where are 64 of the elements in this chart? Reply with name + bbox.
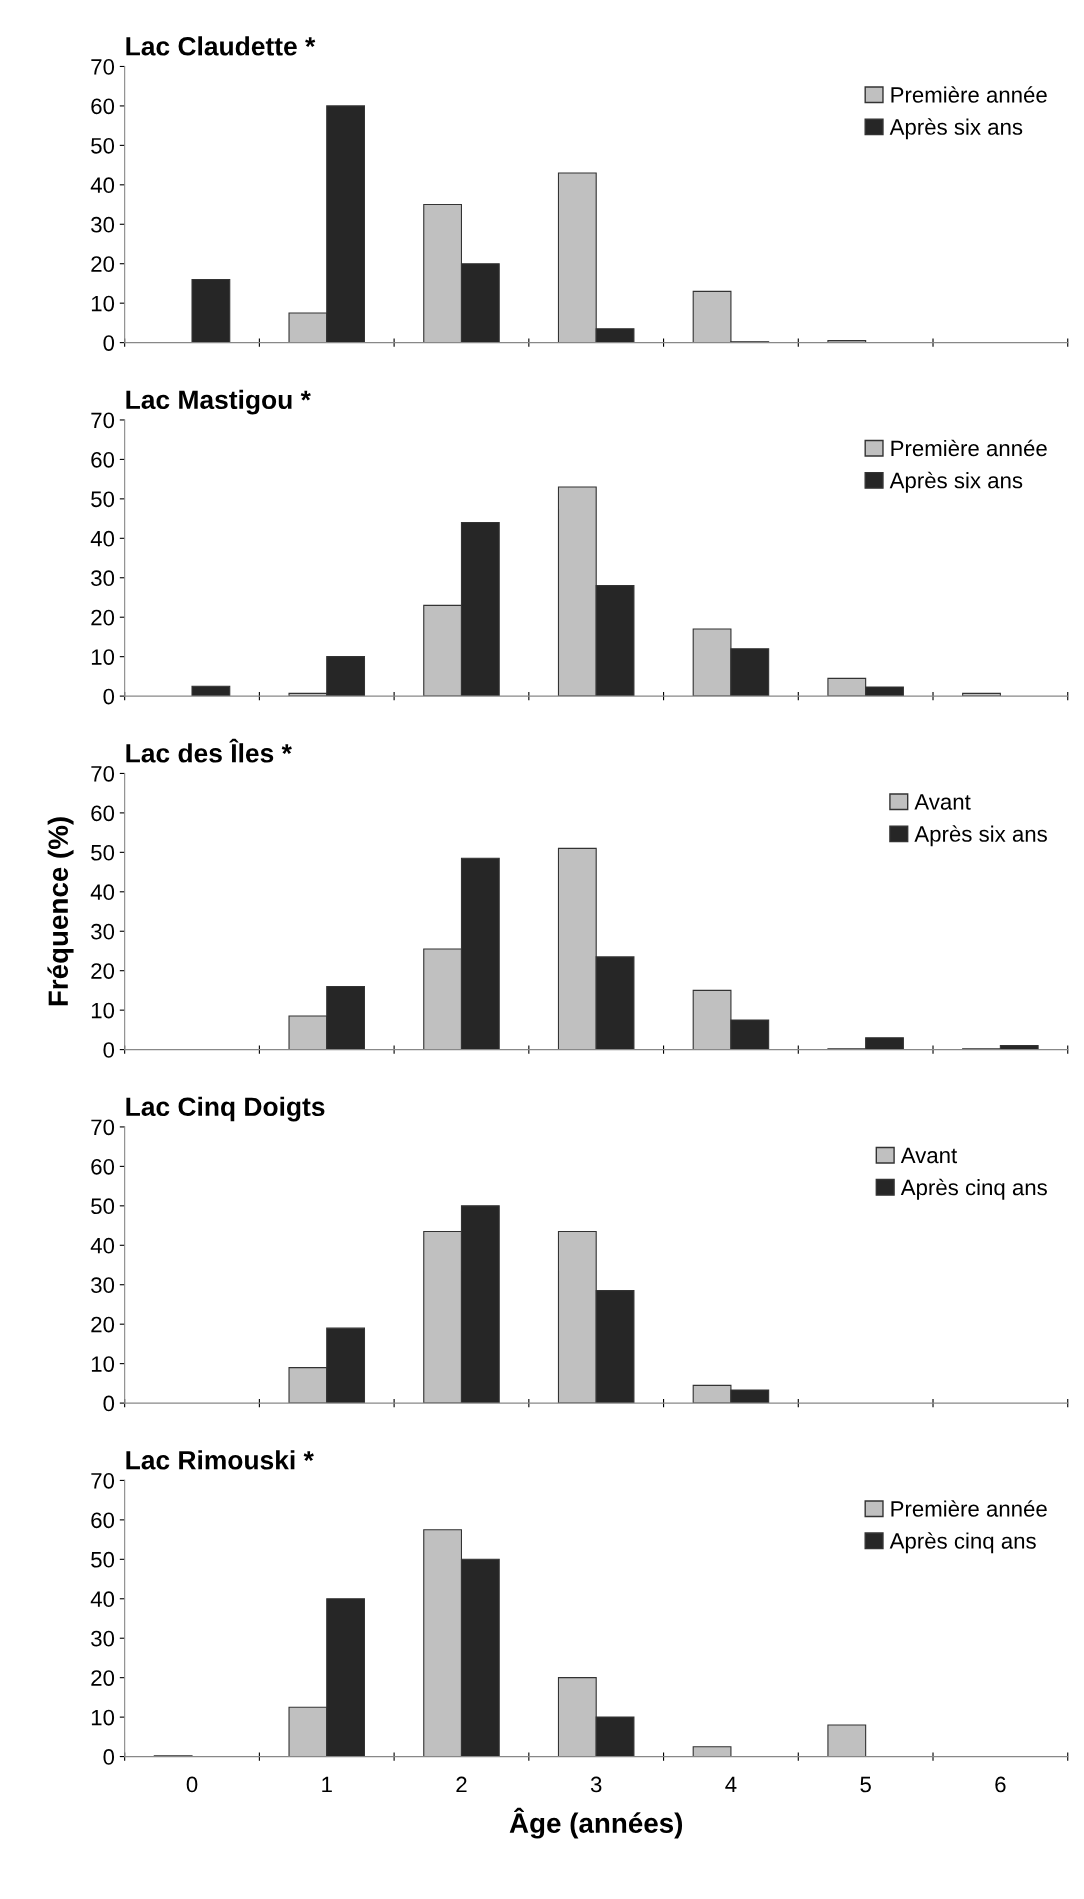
y-tick-label: 0 — [103, 1042, 115, 1058]
y-tick-label: 10 — [91, 649, 115, 665]
x-tick-label: 2 — [456, 1776, 467, 1793]
y-tick-label: 70 — [91, 765, 115, 782]
y-tick-label: 10 — [91, 295, 115, 312]
legend-label: Après cinq ans — [900, 1178, 1047, 1200]
y-tick-label: 60 — [91, 1512, 115, 1529]
chart-title: Lac Claudette * — [126, 36, 316, 56]
y-tick-label: 40 — [90, 177, 115, 194]
chart-title: Lac Mastigou * — [126, 389, 311, 415]
y-tick-label: 20 — [91, 1670, 115, 1686]
legend-label: Première année — [891, 439, 1047, 457]
x-tick-label: 1 — [322, 1776, 332, 1793]
y-tick-label: 20 — [91, 256, 115, 272]
x-tick-label: 5 — [860, 1776, 871, 1793]
y-tick-label: 60 — [91, 451, 115, 468]
chart-title: Lac Cinq Doigts — [126, 1096, 325, 1122]
y-tick-label: 30 — [91, 1630, 115, 1647]
x-axis-title: Âge (années) — [509, 1807, 683, 1839]
y-tick-label: 20 — [91, 963, 115, 979]
y-tick-label: 10 — [91, 1709, 115, 1726]
y-tick-label: 60 — [91, 98, 115, 115]
y-tick-label: 40 — [90, 884, 115, 901]
y-tick-label: 30 — [91, 1277, 115, 1293]
y-tick-label: 40 — [90, 1237, 115, 1254]
x-tick-label: 6 — [995, 1776, 1006, 1793]
y-tick-label: 60 — [91, 805, 115, 822]
y-tick-label: 20 — [91, 609, 115, 626]
y-tick-label: 0 — [103, 335, 115, 351]
y-tick-label: 40 — [90, 530, 115, 547]
legend-label: Après six ans — [889, 471, 1023, 493]
chart-title: Lac des Îles * — [126, 738, 292, 763]
y-axis-title: Fréquence (%) — [47, 817, 74, 1006]
y-tick-label: 60 — [91, 1158, 115, 1175]
y-tick-label: 10 — [91, 1002, 115, 1019]
y-tick-label: 30 — [91, 216, 115, 233]
y-tick-label: 0 — [103, 1395, 115, 1412]
legend-label: Première année — [891, 1500, 1047, 1517]
y-tick-label: 20 — [91, 1316, 115, 1333]
legend-label: Avant — [900, 1147, 958, 1164]
legend-label: Après six ans — [889, 118, 1023, 140]
legend-label: Après cinq ans — [889, 1532, 1036, 1554]
chart-title: Lac Rimouski * — [126, 1450, 314, 1470]
x-tick-label: 4 — [725, 1776, 737, 1793]
y-tick-label: 50 — [91, 844, 115, 861]
y-tick-label: 70 — [91, 59, 115, 75]
y-tick-label: 50 — [91, 1198, 115, 1215]
y-tick-label: 70 — [91, 1119, 115, 1136]
x-tick-label: 3 — [590, 1776, 602, 1793]
legend-label: Avant — [914, 794, 971, 810]
y-tick-label: 10 — [91, 1356, 115, 1372]
x-tick-label: 0 — [186, 1776, 198, 1793]
y-tick-label: 0 — [103, 688, 115, 705]
y-tick-label: 50 — [91, 491, 115, 508]
y-tick-label: 70 — [91, 412, 115, 429]
legend-label: Première année — [891, 86, 1047, 103]
y-tick-label: 30 — [91, 923, 115, 940]
y-tick-label: 50 — [91, 1551, 115, 1568]
legend-label: Après six ans — [914, 825, 1047, 847]
y-tick-label: 40 — [90, 1591, 115, 1608]
y-tick-label: 0 — [103, 1749, 115, 1765]
y-tick-label: 70 — [91, 1472, 115, 1489]
y-tick-label: 30 — [91, 570, 115, 587]
y-tick-label: 50 — [91, 137, 115, 154]
